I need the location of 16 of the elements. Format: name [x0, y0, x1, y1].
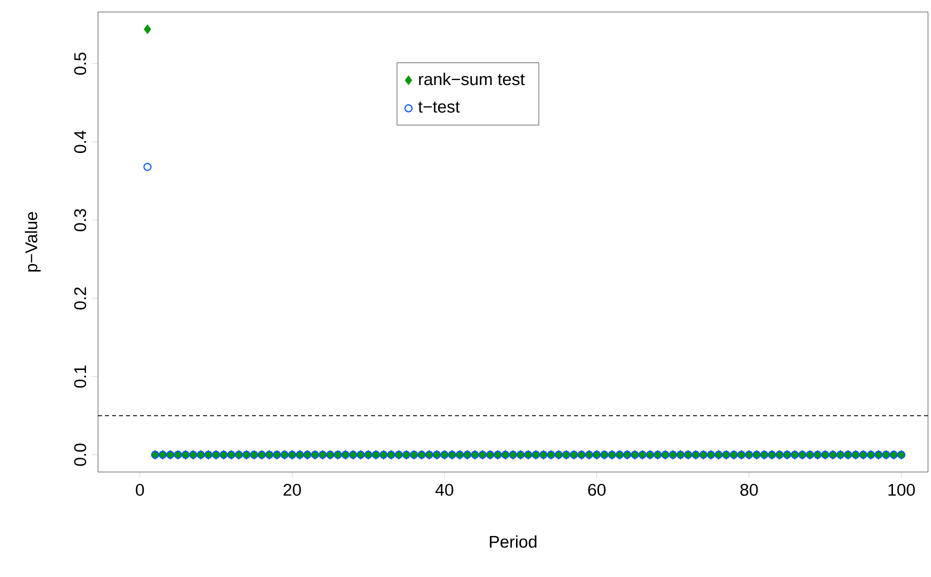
x-tick-label: 60 — [588, 484, 606, 496]
legend-label: rank−sum test — [419, 72, 525, 86]
legend-label: t−test — [418, 102, 460, 113]
y-axis-title: p−Value — [24, 212, 41, 272]
y-tick-label: 0.5 — [74, 52, 86, 75]
y-tick-label: 0.2 — [74, 287, 86, 310]
x-tick-label: 80 — [740, 484, 758, 496]
y-tick-label: 0.3 — [74, 209, 86, 232]
x-tick-label: 100 — [888, 484, 915, 496]
y-tick-label: 0.4 — [74, 130, 86, 153]
y-tick-label: 0.1 — [74, 366, 86, 388]
x-axis-title: Period — [490, 535, 536, 548]
y-tick-label: 0.0 — [74, 444, 86, 466]
x-tick-label: 40 — [435, 484, 454, 496]
x-tick-label: 0 — [136, 484, 144, 496]
x-tick-label: 20 — [284, 484, 301, 496]
